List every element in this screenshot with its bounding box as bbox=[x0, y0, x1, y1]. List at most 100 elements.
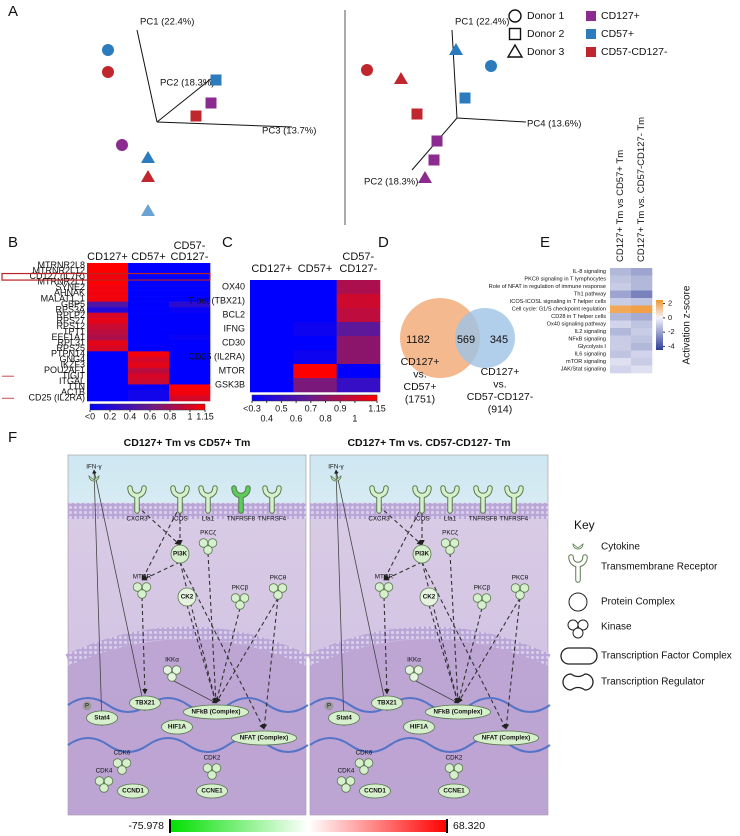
heatmap-cell bbox=[610, 351, 631, 359]
heatmap-cell bbox=[128, 362, 169, 368]
heatmap-cell bbox=[87, 307, 128, 313]
colorbar-tick-label: 1.15 bbox=[196, 411, 214, 421]
heatmap-cell bbox=[631, 313, 652, 321]
legend-symbol bbox=[509, 10, 521, 22]
node-label: CDK6 bbox=[114, 750, 131, 757]
legend-symbol bbox=[510, 29, 521, 40]
row-label: Ox40 signaling pathway bbox=[547, 322, 607, 328]
legend-label: Donor 2 bbox=[527, 28, 565, 40]
heatmap-cell bbox=[293, 336, 337, 350]
panel-label: E bbox=[540, 234, 550, 251]
heatmap-cell bbox=[293, 280, 337, 294]
pathway-node bbox=[380, 590, 389, 599]
heatmap-cell bbox=[631, 351, 652, 359]
pc-axis bbox=[452, 30, 457, 118]
row-label: Cell cycle: G1/S checkpoint regulation bbox=[512, 307, 606, 313]
heatmap-cell bbox=[87, 329, 128, 335]
node-label: Stat4 bbox=[336, 715, 352, 722]
pca-point bbox=[191, 111, 202, 122]
key-item: Transcription Factor Complex bbox=[561, 648, 732, 664]
heatmap-cell bbox=[87, 373, 128, 379]
row-label: IL2 signaling bbox=[575, 329, 606, 335]
row-label: IL-8 signaling bbox=[573, 269, 606, 275]
row-label: Glycolysis I bbox=[578, 344, 607, 350]
node-label: CDK4 bbox=[338, 768, 355, 775]
column-label: CD127+ Tm vs CD57+ Tm bbox=[615, 150, 626, 262]
colorbar-tick-label: 0 bbox=[668, 313, 672, 322]
row-label: MTOR bbox=[219, 365, 246, 375]
legend-label: CD57-CD127- bbox=[601, 46, 668, 58]
heatmap-cell bbox=[610, 343, 631, 351]
heatmap-cell bbox=[293, 294, 337, 308]
heatmap-cell bbox=[250, 322, 294, 336]
pca-point bbox=[412, 109, 423, 120]
heatmap-cell bbox=[87, 368, 128, 374]
heatmap-cell bbox=[87, 357, 128, 363]
colorbar bbox=[656, 300, 663, 350]
pathway-node bbox=[342, 784, 351, 793]
heatmap-cell bbox=[87, 324, 128, 330]
heatmap-cell bbox=[169, 368, 210, 374]
heatmap-cell bbox=[250, 336, 294, 350]
heatmap-cell bbox=[610, 358, 631, 366]
row-label: CD30 bbox=[222, 337, 245, 347]
heatmap-cell bbox=[87, 395, 128, 401]
scale-bar bbox=[170, 820, 447, 832]
heatmap-cell bbox=[128, 291, 169, 297]
pca-point bbox=[432, 136, 443, 147]
node-label: MTOR bbox=[133, 574, 152, 581]
legend-swatch bbox=[586, 47, 596, 57]
pca-point bbox=[485, 60, 497, 72]
heatmap-cell bbox=[610, 328, 631, 336]
heatmap-cell bbox=[631, 336, 652, 344]
node-label: ICOS bbox=[414, 516, 429, 523]
pathway-node bbox=[118, 766, 127, 775]
column-label: CD57-CD127- bbox=[171, 240, 209, 263]
key-icon bbox=[569, 593, 587, 611]
heatmap-cell bbox=[169, 384, 210, 390]
pca-point bbox=[141, 151, 155, 163]
heatmap-cell bbox=[169, 395, 210, 401]
heatmap-cell bbox=[87, 313, 128, 319]
node-label: Stat4 bbox=[94, 715, 110, 722]
legend-symbol bbox=[508, 45, 522, 57]
pathway-node bbox=[478, 601, 487, 610]
row-label: IFNG bbox=[224, 323, 246, 333]
colorbar-tick-label: 2 bbox=[668, 299, 672, 308]
node-label: NFAT (Complex) bbox=[482, 735, 531, 742]
heatmap-cell bbox=[128, 384, 169, 390]
heatmap-cell bbox=[337, 350, 381, 364]
heatmap-cell bbox=[128, 390, 169, 396]
heatmap-cell bbox=[610, 321, 631, 329]
heatmap-cell bbox=[128, 263, 169, 269]
node-label: PKCθ bbox=[270, 575, 287, 582]
heatmap-cell bbox=[337, 280, 381, 294]
pathway-node bbox=[274, 591, 283, 600]
node-label: IFN-γ bbox=[86, 464, 102, 471]
heatmap-cell bbox=[610, 336, 631, 344]
node-label: PKCθ bbox=[512, 575, 529, 582]
key-item: Protein Complex bbox=[569, 593, 675, 611]
row-label: Role of NFAT in regulation of immune res… bbox=[489, 284, 606, 290]
heatmap-cell bbox=[128, 335, 169, 341]
heatmap: IL-8 signalingPKCθ signaling in T lympho… bbox=[489, 117, 693, 373]
heatmap-cell bbox=[128, 368, 169, 374]
pca-plot: PC1 (22.4%)PC4 (13.6%)PC2 (18.3%) bbox=[361, 17, 581, 188]
pca-point bbox=[361, 64, 373, 76]
row-label: T-bet (TBX21) bbox=[188, 295, 245, 305]
heatmap-cell bbox=[169, 335, 210, 341]
heatmap-cell bbox=[169, 274, 210, 280]
heatmap-cell bbox=[250, 350, 294, 364]
heatmap-cell bbox=[87, 274, 128, 280]
node-label: TBX21 bbox=[135, 700, 155, 707]
heatmap-cell bbox=[631, 366, 652, 374]
column-label: CD127+ bbox=[87, 251, 128, 263]
heatmap-cell bbox=[87, 351, 128, 357]
node-label: HIF1A bbox=[410, 724, 429, 731]
colorbar-tick-label: <0.3 bbox=[243, 403, 261, 413]
heatmap-cell bbox=[337, 336, 381, 350]
pca-point bbox=[102, 44, 114, 56]
venn-label: (914) bbox=[488, 403, 513, 415]
node-label: PKCβ bbox=[232, 585, 249, 592]
node-label: IKKα bbox=[407, 657, 421, 664]
